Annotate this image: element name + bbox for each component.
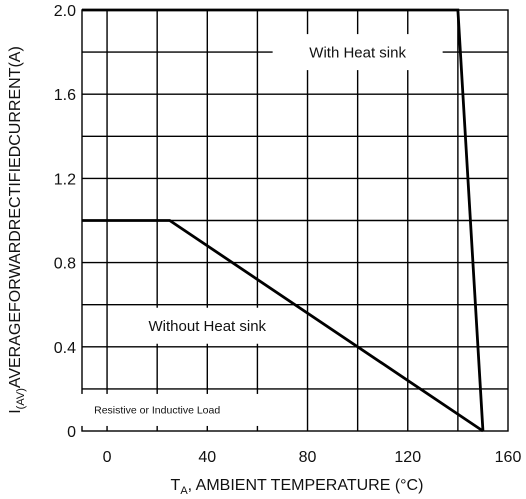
annotation-background	[272, 34, 443, 71]
x-axis-title: TA, AMBIENT TEMPERATURE (°C)	[171, 477, 424, 497]
y-tick-label: 0	[67, 424, 76, 441]
annotation-without-heat-sink: Without Heat sink	[149, 318, 267, 335]
x-tick-label: 0	[103, 449, 112, 466]
y-tick-label: 1.2	[54, 171, 76, 188]
y-tick-label: 0.8	[54, 256, 76, 273]
annotation-with-heat-sink: With Heat sink	[309, 44, 406, 61]
x-tick-label: 40	[198, 449, 216, 466]
tick-layer: 0 40 80 120 160 0 0.4 0.8 1.2 1.6 2.0	[54, 3, 522, 466]
annotation-layer: With Heat sink Without Heat sink Resistive…	[94, 44, 406, 416]
annotation-background	[109, 307, 306, 344]
series-without-heat-sink-line	[82, 219, 484, 433]
y-tick-label: 1.6	[54, 87, 76, 104]
y-tick-label: 0.4	[54, 340, 76, 357]
series-with-heat-sink-line	[82, 8, 485, 432]
annotation-resistive-load: Resistive or Inductive Load	[94, 405, 220, 417]
y-axis-title: I(AV)AVERAGEFORWARDRECTIFIEDCURRENT(A)	[7, 46, 27, 414]
y-tick-label: 2.0	[54, 3, 76, 20]
series-layer	[82, 8, 485, 433]
x-tick-label: 80	[299, 449, 317, 466]
grid-layer	[55, 9, 509, 432]
x-tick-label: 160	[495, 449, 522, 466]
x-tick-label: 120	[394, 449, 421, 466]
annotation-background	[55, 393, 260, 426]
